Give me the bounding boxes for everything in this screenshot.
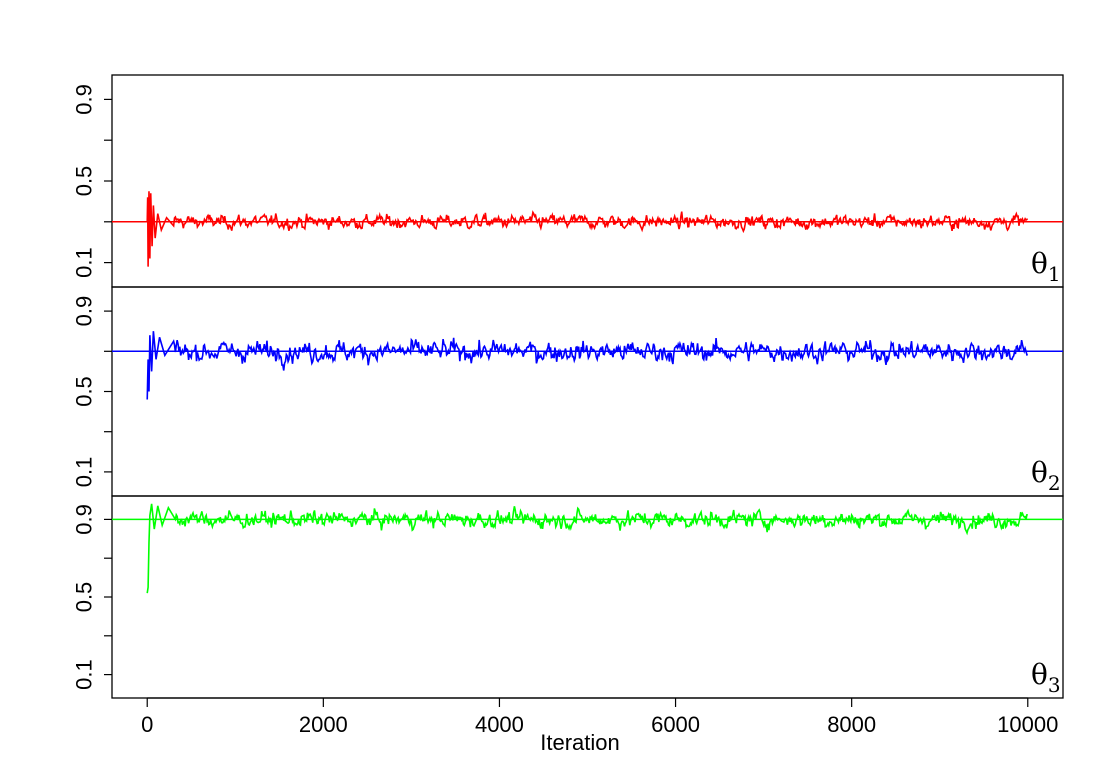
- trace-line-1: [146, 191, 1028, 267]
- panel-label-2: θ2: [1031, 456, 1061, 495]
- panel-frame: [111, 495, 1064, 699]
- panel-label-3: θ3: [1031, 658, 1061, 697]
- panel-label-1: θ1: [1031, 247, 1061, 286]
- y-tick-label: 0.1: [72, 457, 97, 488]
- x-tick-label: 2000: [299, 712, 348, 737]
- x-tick-label: 0: [141, 712, 153, 737]
- panel-2: 0.1 0.5 0.9 θ2: [72, 286, 1064, 497]
- trace-line-3: [146, 503, 1028, 594]
- y-tick-label: 0.1: [72, 659, 97, 690]
- x-axis-title: Iteration: [540, 730, 620, 755]
- y-tick-label: 0.9: [72, 504, 97, 535]
- panels: 0.1 0.5 0.9 θ1 0.1 0.5 0.9 θ2 0.1 0.5 0.9 θ3: [72, 74, 1064, 699]
- y-tick-label: 0.9: [72, 84, 97, 115]
- panel-frame: [111, 286, 1064, 497]
- x-tick-label: 6000: [651, 712, 700, 737]
- y-tick-label: 0.5: [72, 582, 97, 613]
- y-tick-label: 0.5: [72, 376, 97, 407]
- x-tick-label: 10000: [997, 712, 1058, 737]
- y-tick-label: 0.5: [72, 166, 97, 197]
- panel-1: 0.1 0.5 0.9 θ1: [72, 74, 1064, 288]
- y-tick-label: 0.9: [72, 296, 97, 327]
- x-axis: 0 2000 4000 6000 8000 10000: [141, 697, 1058, 737]
- panel-3: 0.1 0.5 0.9 θ3: [72, 495, 1064, 699]
- y-tick-label: 0.1: [72, 247, 97, 278]
- panel-frame: [111, 74, 1064, 288]
- x-tick-label: 8000: [827, 712, 876, 737]
- x-tick-label: 4000: [475, 712, 524, 737]
- trace-line-2: [146, 331, 1029, 400]
